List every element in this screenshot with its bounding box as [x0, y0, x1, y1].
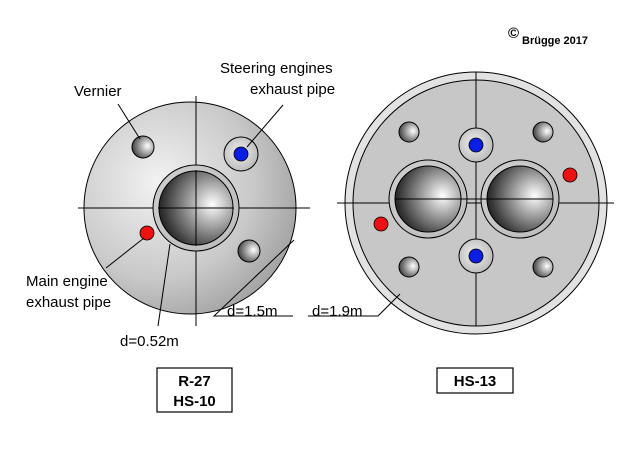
right-body-dim-leader-line [308, 293, 401, 317]
left-vernier-nozzle-bottom [237, 239, 261, 263]
main-exhaust-leader-line [105, 237, 145, 269]
left-body-diameter-label: d=1.5m [227, 303, 277, 320]
left-body-dim-leader-line [212, 239, 295, 317]
main-engine-label-line2: exhaust pipe [26, 294, 111, 311]
right-vernier-bottom-right [532, 256, 554, 278]
vernier-label: Vernier [74, 83, 122, 100]
left-caption-line1: R-27 [178, 373, 211, 390]
right-caption: HS-13 [454, 373, 497, 390]
steering-label-line1: Steering engines [220, 60, 333, 77]
right-steering-dot-bottom [468, 248, 484, 264]
right-caption-box [436, 367, 514, 394]
vernier-leader-line [117, 103, 141, 140]
left-caption-box [156, 367, 233, 413]
right-vernier-bottom-left [398, 256, 420, 278]
nozzle-dim-leader-line [157, 243, 171, 327]
left-vernier-nozzle-top [131, 135, 155, 159]
right-body-diameter-label: d=1.9m [312, 303, 362, 320]
right-vernier-top-right [532, 121, 554, 143]
left-main-exhaust-dot [139, 225, 155, 241]
steering-leader-line [246, 104, 284, 148]
copyright-symbol: © [508, 25, 519, 42]
nozzle-diameter-label: d=0.52m [120, 333, 179, 350]
right-vernier-top-left [398, 121, 420, 143]
copyright-text: Brügge 2017 [522, 35, 588, 47]
left-caption-line2: HS-10 [173, 393, 216, 410]
right-main-exhaust-dot-left [373, 216, 389, 232]
right-engine-cross-section: d=1.9m HS-13 [308, 71, 614, 394]
main-engine-label-line1: Main engine [26, 273, 108, 290]
left-engine-cross-section: Vernier Steering engines exhaust pipe Ma… [26, 60, 335, 413]
left-steering-exhaust-dot [233, 146, 249, 162]
copyright-notice: © Brügge 2017 [508, 25, 588, 47]
steering-label-line2: exhaust pipe [250, 81, 335, 98]
right-main-exhaust-dot-right [562, 167, 578, 183]
right-steering-dot-top [468, 137, 484, 153]
